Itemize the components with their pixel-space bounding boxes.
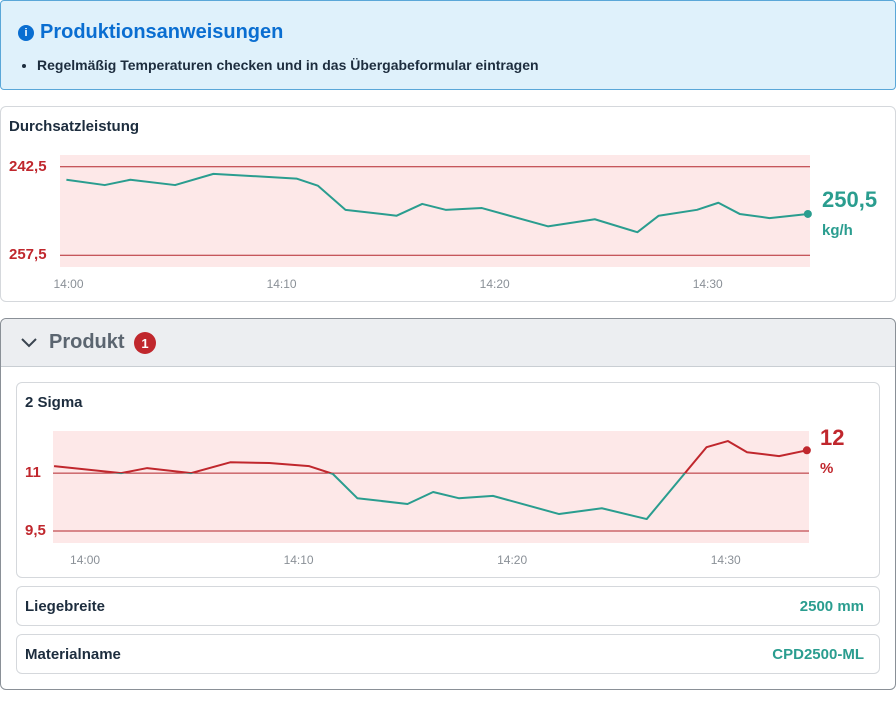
y-tick-label: 9,5 xyxy=(25,522,46,539)
chart-card: Durchsatzleistung 242,5 257,5 14:00 14:10 14:… xyxy=(0,106,896,302)
x-tick-label: 14:20 xyxy=(480,277,510,291)
x-tick-label: 14:10 xyxy=(284,553,314,567)
series-line xyxy=(66,172,808,234)
series-line xyxy=(111,473,687,521)
field-value: CPD2500-ML xyxy=(772,646,864,663)
y-tick-label: 11 xyxy=(25,464,41,481)
field-row: Liegebreite 2500 mm xyxy=(16,586,880,626)
chart: 2 Sigma 11 9,5 14:00 14:10 14:20 14:30 12% xyxy=(25,394,844,567)
chart-title: Durchsatzleistung xyxy=(9,118,139,135)
last-point xyxy=(803,209,812,218)
current-unit: kg/h xyxy=(822,222,853,239)
x-tick-label: 14:10 xyxy=(267,277,297,291)
x-tick-label: 14:20 xyxy=(497,553,527,567)
info-panel: i Produktionsanweisungen Regelmäßig Tempe… xyxy=(0,0,896,90)
field-label: Liegebreite xyxy=(25,598,106,615)
badge: 1 xyxy=(134,332,156,354)
field-label: Materialname xyxy=(25,646,121,663)
chart-title: 2 Sigma xyxy=(25,394,83,411)
x-tick-label: 14:00 xyxy=(54,277,84,291)
info-title: Produktionsanweisungen xyxy=(40,21,284,43)
x-tick-label: 14:00 xyxy=(70,553,100,567)
limit-band xyxy=(60,155,810,267)
chart: Durchsatzleistung 242,5 257,5 14:00 14:10 14:… xyxy=(9,118,877,291)
current-value: 250,5 xyxy=(822,187,877,212)
y-tick-label: 242,5 xyxy=(9,158,47,175)
limit-band xyxy=(53,431,809,543)
current-value: 12 xyxy=(820,425,844,450)
x-tick-label: 14:30 xyxy=(693,277,723,291)
field-row: Materialname CPD2500-ML xyxy=(16,634,880,674)
last-point xyxy=(802,446,811,455)
panel-title: Produkt xyxy=(49,331,125,353)
chevron[interactable] xyxy=(19,333,39,353)
info-icon: i xyxy=(18,24,34,41)
info-heading: i Produktionsanweisungen xyxy=(18,21,283,44)
current-unit: % xyxy=(820,460,833,477)
chart-card: 2 Sigma 11 9,5 14:00 14:10 14:20 14:30 12% xyxy=(16,382,880,578)
y-tick-label: 257,5 xyxy=(9,246,47,263)
info-list: Regelmäßig Temperaturen checken und in d… xyxy=(19,57,539,73)
field-value: 2500 mm xyxy=(799,598,864,615)
info-item: Regelmäßig Temperaturen checken und in d… xyxy=(37,57,539,73)
panel-header[interactable]: Produkt 1 xyxy=(1,319,895,367)
x-tick-label: 14:30 xyxy=(711,553,741,567)
